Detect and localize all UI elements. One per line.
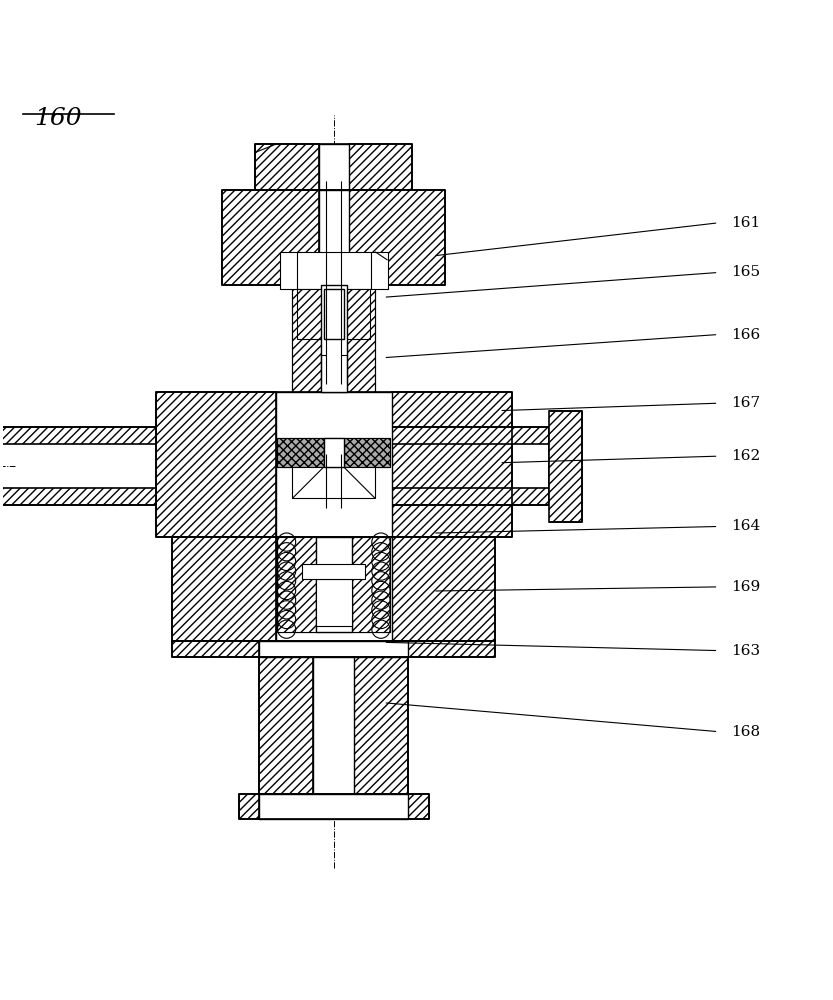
Bar [408,641,495,657]
Bar [549,411,582,522]
Bar [276,537,392,641]
Text: 169: 169 [731,580,761,594]
Bar [324,438,344,467]
Bar [259,641,408,657]
Bar [349,144,412,190]
Bar [277,537,316,632]
Text: 166: 166 [731,328,761,342]
Bar [297,289,324,339]
Bar [408,794,429,819]
Bar [276,392,392,537]
Bar [172,641,259,657]
Bar [392,488,549,505]
Bar [0,488,156,505]
Bar [344,438,390,467]
Bar [292,285,321,392]
Text: 167: 167 [731,396,760,410]
Bar [255,144,319,190]
Bar [259,657,313,794]
Bar [324,289,344,339]
Bar [392,427,549,444]
Bar [222,190,319,285]
Text: 160: 160 [34,107,82,130]
Bar [313,657,355,794]
Text: 168: 168 [731,725,760,739]
Bar [172,537,276,641]
Bar [347,285,375,392]
Bar [316,579,352,626]
Bar [238,794,259,819]
Text: 162: 162 [731,449,761,463]
Bar [319,144,349,190]
Bar [302,564,365,579]
Text: 165: 165 [731,265,760,279]
Bar [259,794,408,819]
Bar [349,190,446,285]
Bar [392,392,511,537]
Bar [0,427,156,444]
Bar [352,537,390,632]
Text: 163: 163 [731,644,760,658]
Bar [319,190,349,285]
Text: 164: 164 [731,519,761,533]
Bar [316,537,352,632]
Bar [321,285,347,392]
Bar [280,252,387,289]
Bar [292,467,375,498]
Text: 161: 161 [731,216,761,230]
Bar [392,537,495,641]
Bar [355,657,408,794]
Bar [277,438,324,467]
Bar [344,289,370,339]
Bar [156,392,276,537]
